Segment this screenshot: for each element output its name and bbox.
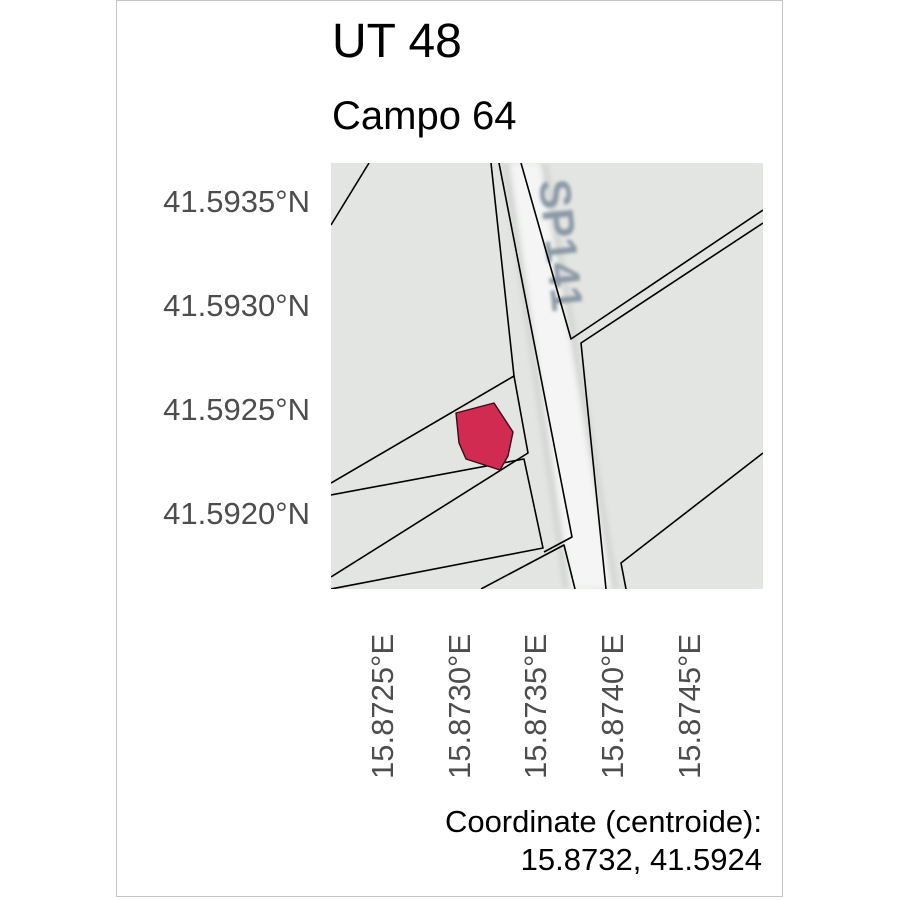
centroid-caption: Coordinate (centroide): 15.8732, 41.5924 bbox=[445, 803, 762, 879]
parcel-boundary bbox=[490, 163, 515, 377]
map-panel[interactable]: SP141 bbox=[331, 163, 763, 589]
latitude-tick-label: 41.5925°N bbox=[163, 392, 310, 427]
latitude-tick-label: 41.5930°N bbox=[163, 288, 310, 323]
centroid-caption-label: Coordinate (centroide): bbox=[444, 804, 762, 839]
parcel-outlines bbox=[331, 163, 763, 589]
longitude-tick-label: 15.8735°E bbox=[518, 633, 553, 779]
longitude-tick-label: 15.8725°E bbox=[365, 633, 400, 779]
parcel-boundary bbox=[331, 458, 544, 589]
centroid-coordinates: 15.8732, 41.5924 bbox=[520, 842, 762, 877]
parcel-boundary bbox=[520, 163, 763, 340]
parcel-boundary bbox=[331, 163, 370, 226]
map-subtitle: Campo 64 bbox=[332, 94, 517, 138]
parcel-boundary bbox=[480, 544, 576, 589]
highlighted-parcel[interactable] bbox=[455, 402, 514, 471]
parcel-boundary bbox=[580, 222, 763, 589]
longitude-tick-label: 15.8745°E bbox=[672, 633, 707, 779]
parcel-boundary bbox=[620, 452, 763, 589]
road bbox=[503, 163, 618, 589]
longitude-tick-label: 15.8730°E bbox=[442, 633, 477, 779]
parcel-boundary bbox=[331, 375, 529, 578]
latitude-tick-label: 41.5935°N bbox=[163, 184, 310, 219]
parcel-boundary bbox=[498, 163, 573, 553]
map-svg[interactable]: SP141 bbox=[331, 163, 763, 589]
longitude-tick-label: 15.8740°E bbox=[595, 633, 630, 779]
map-title: UT 48 bbox=[332, 15, 462, 68]
latitude-tick-label: 41.5920°N bbox=[163, 496, 310, 531]
